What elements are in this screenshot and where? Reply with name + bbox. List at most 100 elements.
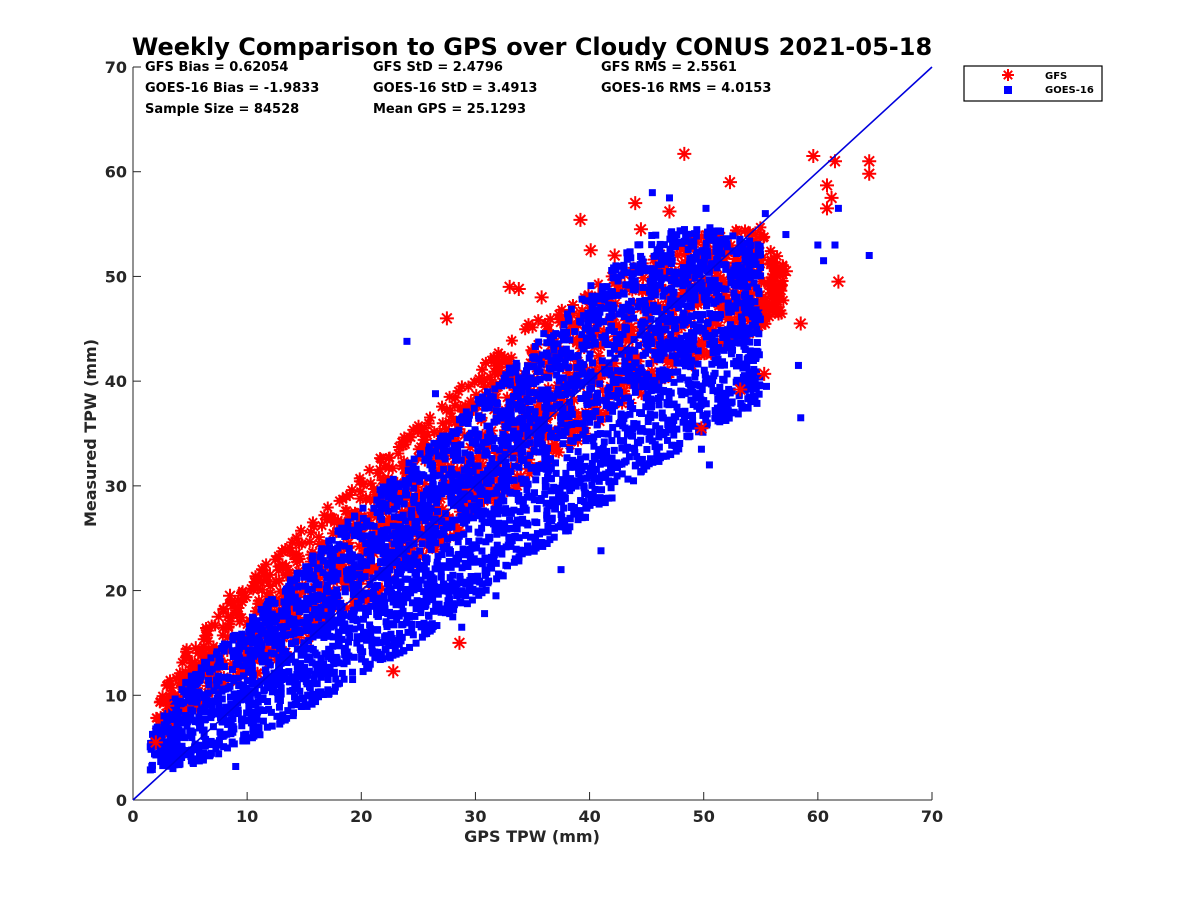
goes16-point — [283, 714, 291, 722]
goes16-point — [302, 606, 310, 614]
goes16-point — [677, 387, 685, 395]
goes16-point — [625, 453, 633, 461]
goes16-point — [265, 621, 273, 629]
goes16-point — [659, 414, 667, 422]
goes16-point — [709, 387, 717, 395]
goes16-point — [358, 633, 366, 641]
goes16-point — [178, 753, 186, 761]
goes16-point — [482, 398, 490, 406]
gfs-point — [476, 363, 489, 376]
gfs-point — [354, 485, 367, 498]
goes16-point — [246, 692, 254, 700]
goes16-point — [260, 706, 268, 714]
goes16-point — [617, 350, 625, 358]
goes16-point — [402, 619, 410, 627]
goes16-point — [374, 539, 382, 547]
gfs-point — [723, 261, 736, 274]
goes16-point — [437, 517, 445, 525]
gfs-point — [613, 321, 626, 334]
goes16-point — [329, 553, 337, 561]
goes16-point — [329, 656, 337, 664]
goes16-point — [390, 505, 398, 513]
goes16-point — [410, 492, 418, 500]
goes16-point — [723, 336, 731, 344]
goes16-point — [228, 665, 236, 673]
goes16-point — [148, 761, 156, 769]
goes16-point — [434, 552, 442, 560]
gfs-point — [675, 257, 688, 270]
gfs-point — [290, 532, 303, 545]
goes16-point — [703, 302, 711, 310]
goes16-point — [332, 675, 340, 683]
goes16-point — [259, 658, 267, 666]
gfs-point — [287, 549, 300, 562]
goes16-point — [614, 277, 622, 285]
goes16-point — [623, 430, 631, 438]
goes16-point — [755, 309, 763, 317]
goes16-point — [390, 559, 398, 567]
goes16-point — [670, 378, 678, 386]
goes16-point — [291, 658, 299, 666]
goes16-point — [462, 506, 470, 514]
goes16-point — [467, 456, 475, 464]
goes16-point — [703, 320, 711, 328]
goes16-point — [616, 262, 624, 270]
gfs-point — [526, 346, 539, 359]
goes16-point — [370, 522, 378, 530]
goes16-point — [256, 638, 264, 646]
goes16-point — [644, 390, 652, 398]
goes16-point — [213, 682, 221, 690]
goes16-point — [605, 384, 613, 392]
goes16-point — [605, 494, 613, 502]
goes16-point — [279, 612, 287, 620]
goes16-point — [621, 394, 629, 402]
goes16-point — [178, 686, 186, 694]
goes16-point — [685, 425, 693, 433]
goes16-point — [530, 362, 538, 370]
gfs-point — [637, 271, 650, 284]
gfs-point — [544, 313, 557, 326]
goes16-point — [557, 420, 565, 428]
goes16-point — [652, 422, 660, 430]
goes16-point — [467, 572, 475, 580]
goes16-point — [410, 586, 418, 594]
goes16-point — [740, 326, 748, 334]
goes16-point — [398, 536, 406, 544]
goes16-point — [201, 708, 209, 716]
goes16-point — [390, 513, 398, 521]
goes16-point — [596, 380, 604, 388]
goes16-point — [364, 608, 372, 616]
goes16-point — [512, 368, 520, 376]
goes16-point — [514, 390, 522, 398]
goes16-point — [624, 475, 632, 483]
goes16-point — [383, 623, 391, 631]
goes16-point — [271, 625, 279, 633]
gfs-point — [662, 269, 675, 282]
goes16-point — [493, 541, 501, 549]
goes16-point — [588, 292, 596, 300]
goes16-point — [317, 654, 325, 662]
goes16-point — [680, 414, 688, 422]
goes16-point — [638, 455, 646, 463]
goes16-point — [753, 325, 761, 333]
goes16-point — [686, 432, 694, 440]
goes16-point — [385, 489, 393, 497]
gfs-point — [209, 619, 222, 632]
goes16-point — [326, 612, 334, 620]
goes16-point — [550, 483, 558, 491]
goes16-point — [596, 318, 604, 326]
goes16-point — [413, 523, 421, 531]
goes16-point — [751, 298, 759, 306]
goes16-point — [259, 717, 267, 725]
goes16-point — [567, 305, 575, 313]
gfs-point — [280, 559, 293, 572]
goes16-point — [746, 338, 754, 346]
goes16-point — [389, 651, 397, 659]
goes16-point — [541, 463, 549, 471]
goes16-point — [420, 588, 428, 596]
goes16-point — [335, 541, 343, 549]
gfs-point — [761, 276, 774, 289]
goes16-point — [362, 561, 370, 569]
goes16-point — [587, 331, 595, 339]
goes16-point — [566, 445, 574, 453]
